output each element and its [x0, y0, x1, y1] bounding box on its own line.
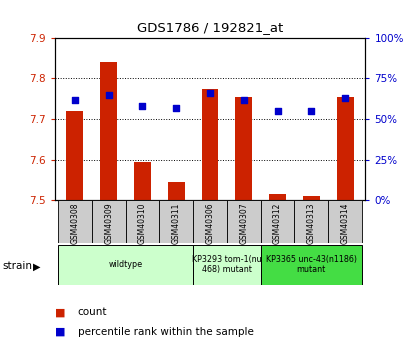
Point: [139, 103, 146, 109]
Text: GSM40309: GSM40309: [104, 202, 113, 244]
Title: GDS1786 / 192821_at: GDS1786 / 192821_at: [137, 21, 283, 34]
Text: ■: ■: [55, 307, 65, 317]
FancyBboxPatch shape: [261, 245, 362, 285]
Bar: [269, 194, 286, 200]
Text: ■: ■: [55, 327, 65, 337]
Point: [342, 95, 349, 101]
Bar: [303, 196, 320, 200]
Text: count: count: [78, 307, 107, 317]
Point: [105, 92, 112, 98]
Point: [274, 108, 281, 114]
Point: [207, 90, 213, 96]
Bar: [202, 89, 218, 200]
FancyBboxPatch shape: [193, 245, 261, 285]
Text: GSM40311: GSM40311: [172, 202, 181, 244]
Text: GSM40308: GSM40308: [71, 202, 79, 244]
Text: GSM40306: GSM40306: [205, 202, 215, 244]
FancyBboxPatch shape: [227, 200, 261, 243]
Text: GSM40312: GSM40312: [273, 202, 282, 244]
Text: GSM40307: GSM40307: [239, 202, 248, 244]
Text: KP3293 tom-1(nu
468) mutant: KP3293 tom-1(nu 468) mutant: [192, 255, 262, 275]
Text: GSM40313: GSM40313: [307, 202, 316, 244]
Bar: [337, 97, 354, 200]
Bar: [100, 62, 117, 200]
Bar: [168, 182, 185, 200]
FancyBboxPatch shape: [294, 200, 328, 243]
Text: KP3365 unc-43(n1186)
mutant: KP3365 unc-43(n1186) mutant: [266, 255, 357, 275]
Bar: [235, 97, 252, 200]
Text: strain: strain: [2, 262, 32, 271]
Point: [173, 105, 180, 110]
Bar: [134, 161, 151, 200]
Point: [71, 97, 78, 102]
Point: [240, 97, 247, 102]
FancyBboxPatch shape: [328, 200, 362, 243]
Point: [308, 108, 315, 114]
FancyBboxPatch shape: [159, 200, 193, 243]
FancyBboxPatch shape: [58, 200, 92, 243]
FancyBboxPatch shape: [92, 200, 126, 243]
Text: wildtype: wildtype: [108, 260, 143, 269]
Bar: [66, 111, 83, 200]
FancyBboxPatch shape: [193, 200, 227, 243]
FancyBboxPatch shape: [126, 200, 159, 243]
Text: percentile rank within the sample: percentile rank within the sample: [78, 327, 254, 337]
Text: GSM40314: GSM40314: [341, 202, 349, 244]
FancyBboxPatch shape: [261, 200, 294, 243]
Text: GSM40310: GSM40310: [138, 202, 147, 244]
Text: ▶: ▶: [33, 262, 41, 271]
FancyBboxPatch shape: [58, 245, 193, 285]
